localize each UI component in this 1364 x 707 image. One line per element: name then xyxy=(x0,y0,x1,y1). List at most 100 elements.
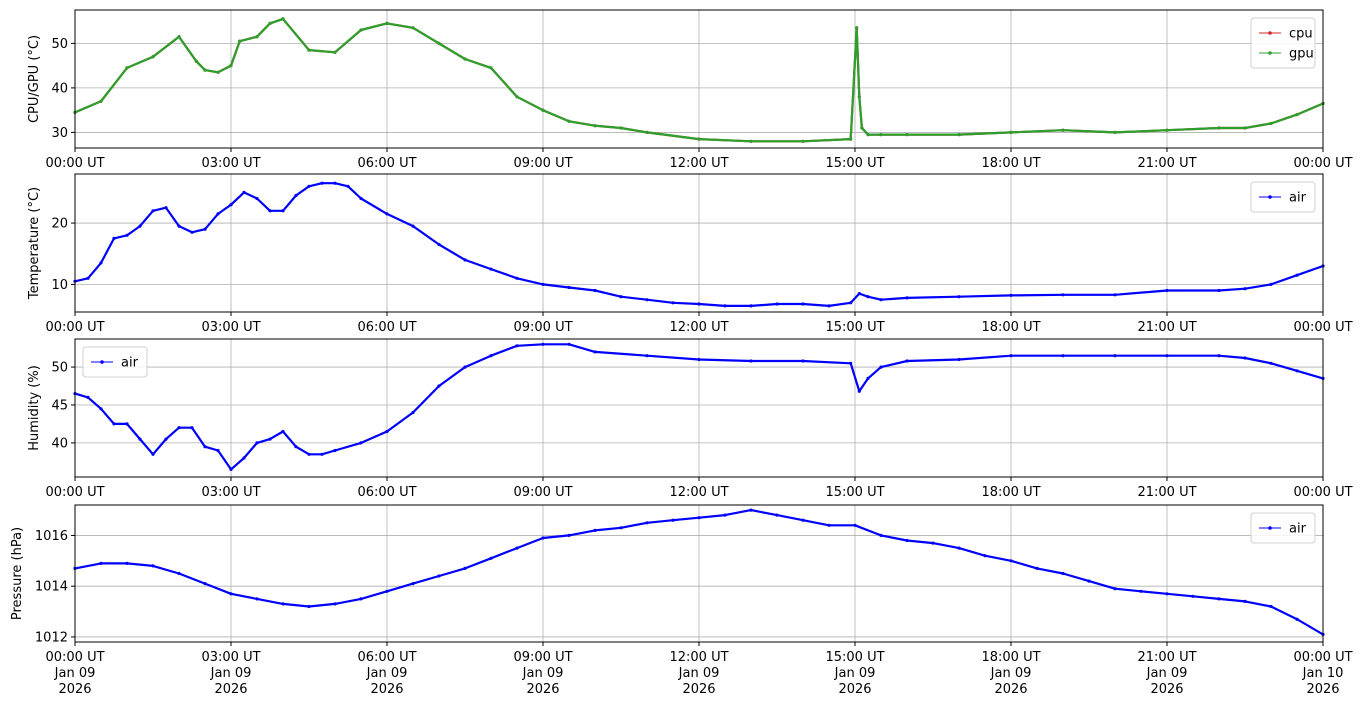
x-tick-label: 06:00 UT xyxy=(357,320,416,335)
x-tick-date-label: Jan 09 xyxy=(54,666,96,681)
data-point-air xyxy=(281,602,285,606)
data-point-air xyxy=(359,441,363,445)
x-tick-label: 12:00 UT xyxy=(669,156,728,171)
y-tick-label: 40 xyxy=(51,436,68,451)
x-tick-label: 00:00 UT xyxy=(1293,650,1352,665)
x-tick-label: 21:00 UT xyxy=(1137,156,1196,171)
data-point-air xyxy=(645,298,649,302)
data-point-air xyxy=(593,288,597,293)
data-point-gpu xyxy=(229,64,233,68)
x-tick-label: 00:00 UT xyxy=(45,320,104,335)
data-point-air xyxy=(749,508,753,512)
data-point-air xyxy=(1217,288,1221,293)
data-point-air xyxy=(294,193,298,198)
data-point-air xyxy=(593,528,597,533)
x-tick-label: 12:00 UT xyxy=(669,650,728,665)
data-point-gpu xyxy=(905,133,909,137)
data-point-air xyxy=(905,538,909,543)
data-point-air xyxy=(203,445,207,449)
data-point-air xyxy=(229,203,233,207)
series-line-air xyxy=(74,343,1324,471)
data-point-air xyxy=(1009,559,1013,563)
data-point-air xyxy=(1061,354,1065,358)
data-point-air xyxy=(216,212,220,216)
data-point-air xyxy=(1217,354,1221,358)
data-point-air xyxy=(857,292,861,296)
data-point-air xyxy=(255,441,259,445)
data-point-air xyxy=(1139,589,1143,593)
y-tick-label: 50 xyxy=(51,361,68,376)
data-point-gpu xyxy=(860,126,864,130)
data-point-gpu xyxy=(238,39,242,43)
data-point-air xyxy=(385,429,389,434)
data-point-gpu xyxy=(1269,121,1273,126)
data-point-air xyxy=(866,295,870,299)
data-point-air xyxy=(1087,579,1091,583)
data-point-air xyxy=(489,556,493,560)
data-point-air xyxy=(86,276,90,280)
data-point-air xyxy=(190,230,194,234)
legend-label-air: air xyxy=(1289,522,1307,537)
data-point-gpu xyxy=(203,68,207,72)
x-tick-date-label: Jan 10 xyxy=(1302,666,1344,681)
x-tick-label: 18:00 UT xyxy=(981,320,1040,335)
data-point-air xyxy=(827,304,831,308)
data-point-air xyxy=(359,597,363,601)
data-point-air xyxy=(411,224,415,228)
data-point-air xyxy=(541,536,545,540)
data-point-gpu xyxy=(151,55,155,59)
data-point-air xyxy=(645,354,649,358)
data-point-air xyxy=(268,209,272,213)
data-point-air xyxy=(320,181,324,185)
x-tick-label: 15:00 UT xyxy=(825,485,884,500)
data-point-gpu xyxy=(463,57,467,61)
legend-box xyxy=(1250,17,1316,69)
x-tick-date-label: Jan 09 xyxy=(834,666,876,681)
legend: cpu gpu xyxy=(1250,17,1316,69)
legend-marker-cpu xyxy=(1268,31,1272,35)
data-point-gpu xyxy=(857,95,861,99)
data-point-gpu xyxy=(359,28,363,32)
x-tick-year-label: 2026 xyxy=(682,682,715,697)
data-point-air xyxy=(1113,354,1117,358)
data-point-air xyxy=(801,518,805,522)
legend-label-cpu: cpu xyxy=(1289,27,1313,42)
data-point-gpu xyxy=(281,17,285,21)
data-point-air xyxy=(151,564,155,568)
x-tick-date-label: Jan 09 xyxy=(522,666,564,681)
data-point-air xyxy=(385,212,389,216)
data-point-air xyxy=(489,354,493,358)
legend-box xyxy=(82,346,148,378)
data-point-gpu xyxy=(194,59,198,63)
data-point-air xyxy=(125,561,129,566)
data-point-air xyxy=(125,233,129,237)
data-point-air xyxy=(957,357,961,362)
data-point-air xyxy=(307,184,311,188)
data-point-gpu xyxy=(307,48,311,52)
data-point-air xyxy=(775,302,779,306)
x-tick-label: 12:00 UT xyxy=(669,320,728,335)
y-tick-label: 1012 xyxy=(35,630,68,645)
data-point-air xyxy=(619,526,623,530)
data-point-air xyxy=(125,422,129,426)
x-tick-date-label: Jan 09 xyxy=(990,666,1032,681)
data-point-air xyxy=(151,452,155,456)
legend: air xyxy=(82,346,148,378)
legend-label-air: air xyxy=(121,356,139,371)
data-point-air xyxy=(437,384,441,388)
data-point-air xyxy=(164,206,168,210)
x-tick-label: 03:00 UT xyxy=(201,320,260,335)
data-point-air xyxy=(164,437,168,441)
x-tick-date-label: Jan 09 xyxy=(210,666,252,681)
x-tick-year-label: 2026 xyxy=(58,682,91,697)
data-point-air xyxy=(112,422,116,426)
x-tick-label: 00:00 UT xyxy=(45,485,104,500)
data-point-air xyxy=(1009,354,1013,358)
legend-marker-air xyxy=(1268,526,1272,530)
x-tick-year-label: 2026 xyxy=(1306,682,1339,697)
data-point-air xyxy=(489,267,493,271)
data-point-gpu xyxy=(849,137,853,141)
data-point-air xyxy=(255,597,259,601)
x-tick-label: 00:00 UT xyxy=(45,650,104,665)
